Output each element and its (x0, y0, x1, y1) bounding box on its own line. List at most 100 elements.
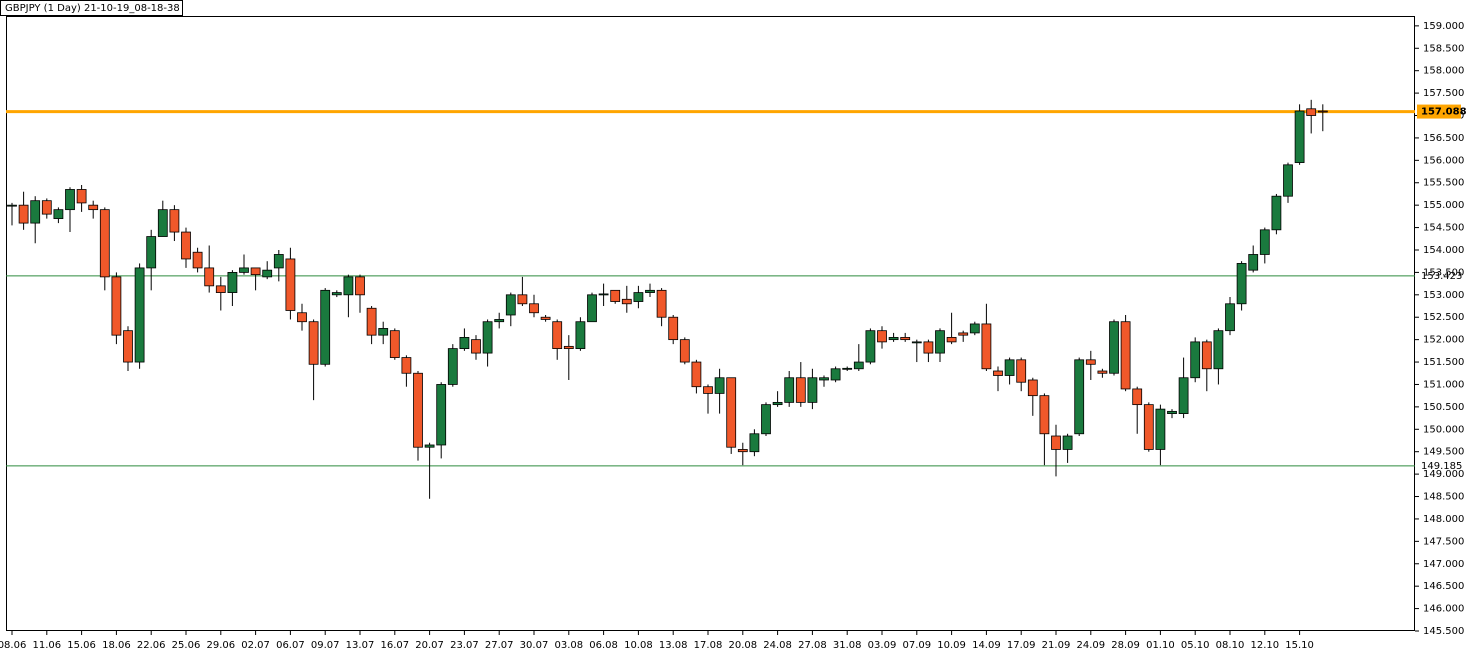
candle-body (853, 361, 864, 370)
candle-body (181, 231, 191, 260)
candle-body (1271, 195, 1282, 231)
y-tick-label: 146.000 (1423, 604, 1464, 615)
candle-body (726, 377, 737, 448)
candle-body (1283, 164, 1293, 197)
candle-body (842, 367, 853, 370)
candle-body (830, 368, 841, 381)
candle-body (761, 404, 771, 435)
candle-body (888, 336, 899, 341)
x-tick-label: 06.07 (276, 640, 305, 651)
y-tick-label: 153.500 (1423, 267, 1464, 278)
candle-body (30, 200, 41, 224)
x-tick-label: 10.08 (624, 640, 653, 651)
y-tick-label: 158.000 (1423, 66, 1464, 77)
x-tick-label: 30.07 (520, 640, 549, 651)
candle-body (1004, 359, 1015, 376)
candle-body (529, 303, 539, 314)
x-tick-label: 24.08 (763, 640, 792, 651)
x-tick-label: 14.09 (972, 640, 1001, 651)
candle-body (111, 276, 122, 336)
candle-body (714, 377, 725, 394)
title-box (0, 0, 183, 16)
candle-body (969, 323, 980, 334)
x-tick-label: 13.08 (659, 640, 688, 651)
x-tick-label: 27.08 (798, 640, 827, 651)
candle-body (935, 330, 945, 354)
x-tick-label: 03.08 (554, 640, 583, 651)
candle-body (1120, 321, 1131, 390)
candle-body (76, 189, 87, 204)
x-tick-label: 17.09 (1007, 640, 1036, 651)
candle-body (273, 254, 284, 269)
candle-body (517, 294, 528, 305)
candle-body (1143, 404, 1154, 450)
candle-body (1074, 359, 1085, 435)
x-tick-label: 03.09 (868, 640, 897, 651)
candle-body (227, 271, 238, 293)
y-tick-label: 159.000 (1423, 21, 1464, 32)
candle-body (157, 209, 168, 237)
candle-body (1201, 341, 1212, 370)
x-tick-label: 10.09 (937, 640, 966, 651)
chart-title: GBPJPY (1 Day) 21-10-19_08-18-38 (5, 3, 180, 14)
candle-body (1085, 359, 1096, 365)
candle-body (1051, 435, 1061, 450)
y-tick-label: 145.500 (1423, 626, 1464, 637)
candle-body (575, 321, 586, 350)
candle-body (204, 267, 215, 287)
candle-body (1248, 254, 1259, 271)
candle-body (1027, 379, 1038, 397)
y-tick-label: 155.000 (1423, 200, 1464, 211)
candle-body (958, 332, 969, 336)
candle-body (1213, 330, 1224, 370)
candle-body (389, 330, 400, 358)
plot-frame (6, 16, 1415, 631)
candle-body (366, 307, 377, 336)
level-label-bg (1417, 104, 1461, 119)
x-tick-label: 01.10 (1146, 640, 1175, 651)
x-tick-label: 12.10 (1250, 640, 1279, 651)
x-tick-label: 18.06 (102, 640, 131, 651)
candle-body (285, 258, 296, 311)
x-tick-label: 22.06 (137, 640, 166, 651)
candle-body (343, 276, 354, 296)
y-tick-label: 149.000 (1423, 469, 1464, 480)
candle-body (18, 204, 29, 224)
y-tick-label: 158.500 (1423, 43, 1464, 54)
candle-body (1039, 395, 1050, 435)
candle-body (99, 209, 110, 278)
candle-body (192, 251, 203, 269)
level-label: 149.185 (1421, 461, 1462, 472)
y-tick-label: 154.000 (1423, 245, 1464, 256)
y-tick-label: 150.000 (1423, 424, 1464, 435)
candle-body (7, 204, 17, 207)
y-tick-label: 154.500 (1423, 223, 1464, 234)
level-label: 153.423 (1421, 271, 1462, 282)
candle-body (552, 321, 563, 350)
x-tick-label: 08.10 (1216, 640, 1245, 651)
y-tick-label: 151.000 (1423, 379, 1464, 390)
candle-body (494, 319, 505, 323)
candle-body (262, 269, 273, 278)
x-tick-label: 21.09 (1042, 640, 1071, 651)
candle-body (471, 339, 481, 354)
candle-body (610, 289, 621, 302)
candle-body (737, 449, 748, 453)
candle-body (65, 189, 75, 211)
x-tick-label: 06.08 (589, 640, 618, 651)
x-tick-label: 31.08 (833, 640, 862, 651)
candle-body (355, 276, 365, 296)
candle-body (424, 444, 435, 448)
y-tick-label: 157.500 (1423, 88, 1464, 99)
candle-body (447, 348, 458, 385)
candle-body (540, 316, 551, 320)
candle-body (772, 401, 783, 406)
x-tick-label: 07.09 (902, 640, 931, 651)
x-tick-label: 11.06 (32, 640, 61, 651)
candle-body (146, 236, 157, 269)
x-tick-label: 25.06 (172, 640, 201, 651)
candle-body (482, 321, 493, 354)
candle-body (1178, 377, 1189, 414)
x-tick-label: 05.10 (1181, 640, 1210, 651)
